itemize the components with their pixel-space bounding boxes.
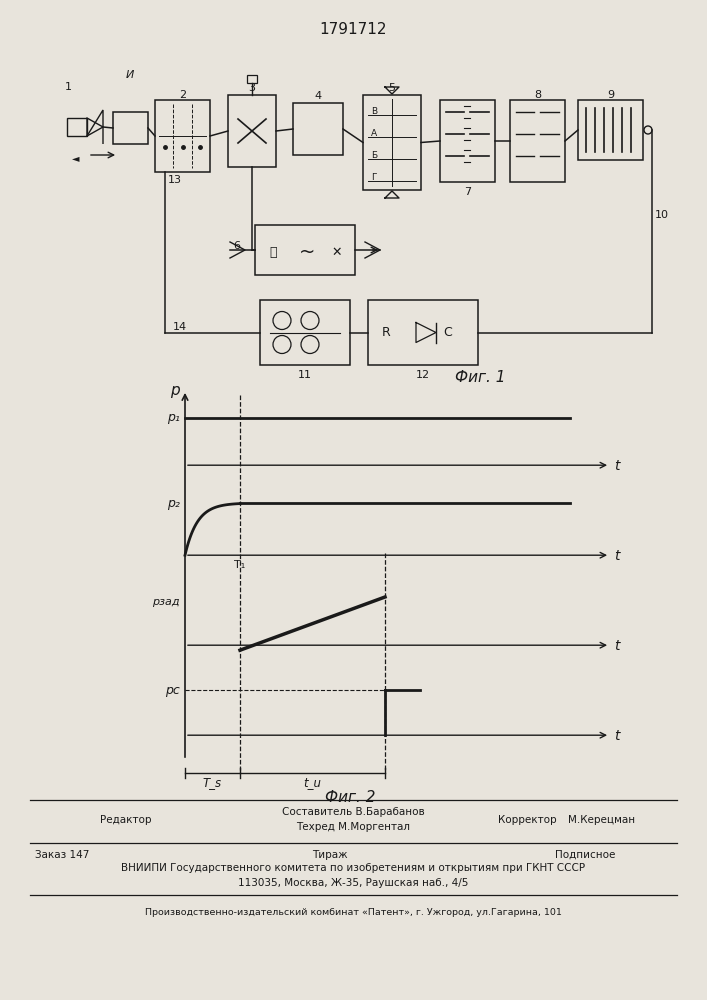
Text: р₁: р₁ [167, 411, 180, 424]
Text: t_u: t_u [303, 776, 322, 789]
Text: рзад: рзад [153, 597, 180, 607]
Text: р₂: р₂ [167, 496, 180, 510]
Text: Б: Б [371, 151, 377, 160]
Bar [440, 100, 495, 182]
Text: ⏤: ⏤ [269, 245, 276, 258]
Text: T₁: T₁ [235, 560, 245, 570]
Text: t: t [614, 729, 619, 743]
Text: Тираж: Тираж [312, 850, 348, 860]
Text: t: t [614, 639, 619, 653]
Text: А: А [371, 129, 377, 138]
Text: 113035, Москва, Ж-35, Раушская наб., 4/5: 113035, Москва, Ж-35, Раушская наб., 4/5 [238, 878, 468, 888]
Text: 13: 13 [168, 175, 182, 185]
Text: 2: 2 [179, 90, 186, 100]
Text: 11: 11 [298, 370, 312, 380]
Text: ~: ~ [299, 242, 315, 261]
Bar [228, 95, 276, 167]
Text: Составитель В.Барабанов: Составитель В.Барабанов [281, 807, 424, 817]
Text: R: R [382, 326, 391, 339]
Text: р: р [170, 383, 180, 398]
Text: 4: 4 [315, 91, 322, 101]
Text: ◄: ◄ [72, 153, 80, 163]
Text: T_s: T_s [203, 776, 222, 789]
Text: рс: рс [165, 684, 180, 697]
Text: 8: 8 [534, 90, 541, 100]
Text: Заказ 147: Заказ 147 [35, 850, 89, 860]
Text: 14: 14 [173, 322, 187, 332]
Text: 6: 6 [233, 241, 240, 251]
Text: Фиг. 2: Фиг. 2 [325, 790, 375, 805]
Text: Г: Г [371, 173, 377, 182]
Text: Редактор: Редактор [100, 815, 151, 825]
Text: 3: 3 [248, 83, 255, 93]
Bar [255, 225, 355, 275]
Text: 9: 9 [607, 90, 614, 100]
Text: t: t [614, 459, 619, 473]
Bar [578, 100, 643, 160]
Bar [510, 100, 565, 182]
Text: И: И [126, 70, 134, 80]
Text: Фиг. 1: Фиг. 1 [455, 370, 506, 385]
Text: 1: 1 [65, 82, 72, 92]
Text: C: C [443, 326, 452, 339]
Text: Корректор: Корректор [498, 815, 556, 825]
Text: Производственно-издательский комбинат «Патент», г. Ужгород, ул.Гагарина, 101: Производственно-издательский комбинат «П… [144, 908, 561, 917]
Bar [363, 95, 421, 190]
Bar [293, 103, 343, 155]
Bar [247, 75, 257, 83]
Text: 12: 12 [416, 370, 430, 380]
Bar [368, 300, 478, 365]
Text: ВНИИПИ Государственного комитета по изобретениям и открытиям при ГКНТ СССР: ВНИИПИ Государственного комитета по изоб… [121, 863, 585, 873]
Text: 10: 10 [655, 210, 669, 220]
Text: ✕: ✕ [332, 245, 342, 258]
Bar [155, 100, 210, 172]
Text: В: В [371, 107, 377, 116]
Text: 1791712: 1791712 [320, 22, 387, 37]
Bar [113, 112, 148, 144]
Bar [67, 118, 87, 136]
Text: 5: 5 [389, 83, 395, 93]
Text: 7: 7 [464, 187, 471, 197]
Bar [260, 300, 350, 365]
Text: М.Керецман: М.Керецман [568, 815, 635, 825]
Text: Техред М.Моргентал: Техред М.Моргентал [296, 822, 410, 832]
Text: t: t [614, 549, 619, 563]
Text: Подписное: Подписное [555, 850, 615, 860]
